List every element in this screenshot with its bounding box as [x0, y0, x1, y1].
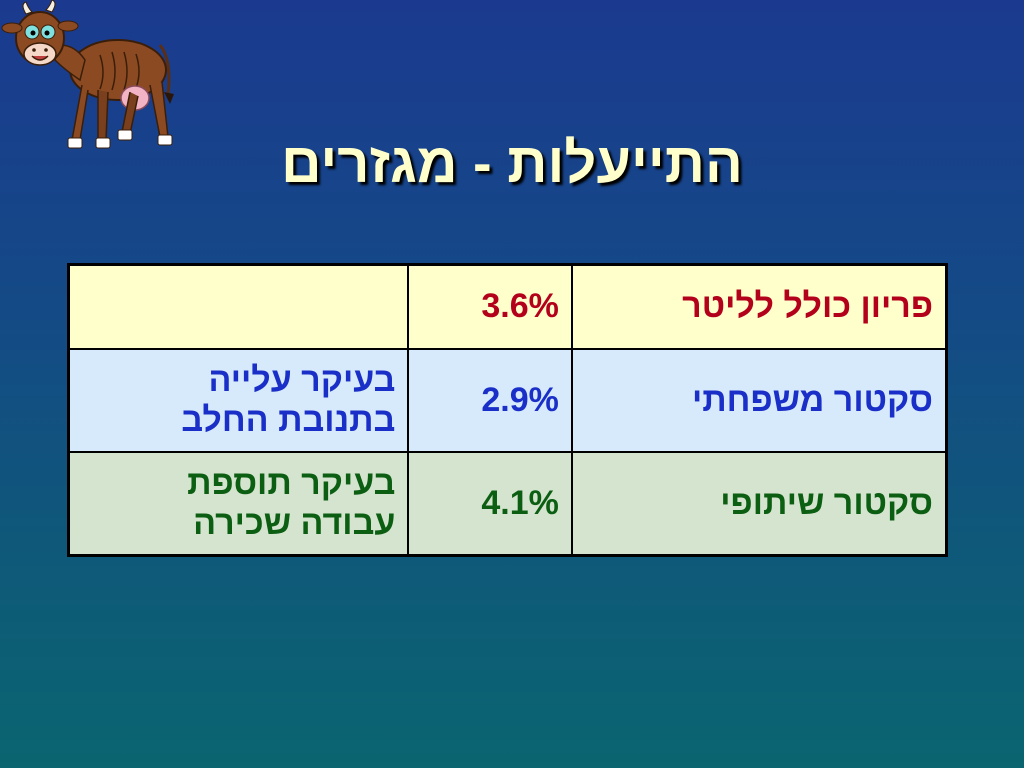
table-row: סקטור משפחתי 2.9% בעיקר עלייה בתנובת החל… [67, 348, 948, 453]
cow-illustration [1, 0, 174, 149]
row-value: 2.9% [407, 348, 573, 453]
row-note-line: עבודה שכירה [193, 503, 396, 542]
table-row: פריון כולל לליטר 3.6% [67, 263, 948, 350]
row-label: סקטור שיתופי [570, 451, 948, 557]
slide-title: התייעלות - מגזרים [281, 131, 743, 194]
row-note-line: בתנובת החלב [181, 400, 396, 439]
efficiency-table: פריון כולל לליטר 3.6% סקטור משפחתי 2.9% … [67, 263, 948, 557]
row-label: פריון כולל לליטר [570, 263, 948, 350]
row-value: 3.6% [407, 263, 573, 350]
row-value: 4.1% [407, 451, 573, 557]
row-label: סקטור משפחתי [570, 348, 948, 453]
row-note-line: בעיקר תוספת [187, 464, 396, 503]
row-note: בעיקר תוספת עבודה שכירה [67, 451, 410, 557]
table-row: סקטור שיתופי 4.1% בעיקר תוספת עבודה שכיר… [67, 451, 948, 557]
row-note-line: בעיקר עלייה [208, 361, 396, 400]
row-note [67, 263, 410, 350]
row-note: בעיקר עלייה בתנובת החלב [67, 348, 410, 453]
